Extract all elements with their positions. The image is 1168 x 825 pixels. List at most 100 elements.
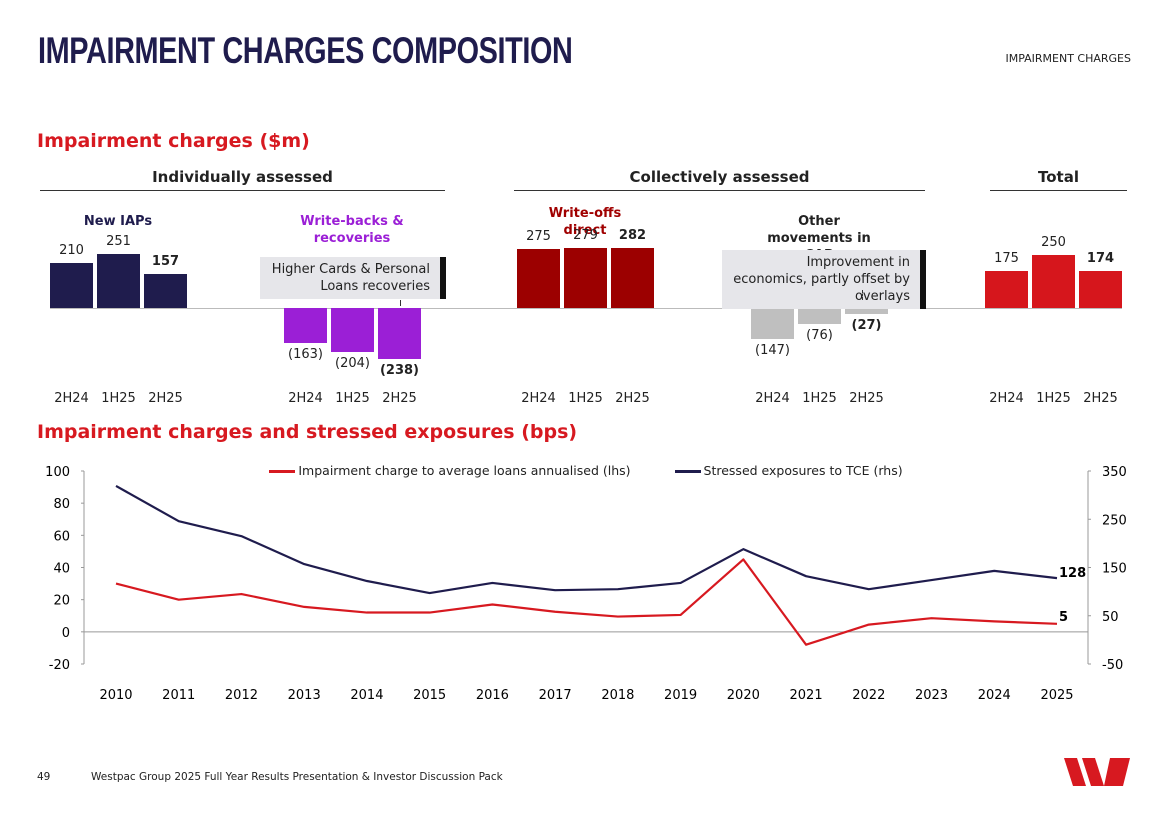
annotation: Higher Cards & Personal Loans recoveries (260, 257, 446, 299)
value-label: 251 (106, 234, 131, 250)
y2-tick-label: 50 (1102, 610, 1119, 625)
y2-tick-label: -50 (1102, 658, 1123, 673)
x-tick-label: 1H25 (802, 391, 837, 406)
x-tick-label: 2013 (288, 688, 321, 703)
footer-text: Westpac Group 2025 Full Year Results Pre… (91, 771, 503, 783)
bar (751, 308, 794, 340)
section-label: Collectively assessed (514, 168, 925, 191)
value-label: (147) (755, 343, 790, 359)
value-label: 175 (994, 250, 1019, 266)
x-tick-label: 2021 (790, 688, 823, 703)
y-tick-label: 60 (53, 529, 70, 544)
x-tick-label: 2019 (664, 688, 697, 703)
x-tick-label: 2020 (727, 688, 760, 703)
x-tick-label: 2014 (350, 688, 383, 703)
value-label: 279 (573, 228, 598, 244)
value-label: 282 (618, 227, 647, 243)
bar (517, 249, 560, 308)
y-tick-label: 0 (62, 626, 70, 641)
panel-title: Write-backs & recoveries (300, 214, 404, 246)
legend-swatch (269, 470, 296, 473)
x-tick-label: 2015 (413, 688, 446, 703)
x-tick-label: 2025 (1040, 688, 1073, 703)
legend-item: Impairment charge to average loans annua… (269, 463, 631, 478)
x-tick-label: 1H25 (335, 391, 370, 406)
x-tick-label: 2H25 (382, 391, 417, 406)
x-tick-label: 2H25 (1083, 391, 1118, 406)
x-tick-label: 2011 (162, 688, 195, 703)
bar (1032, 254, 1075, 308)
bar (50, 263, 93, 308)
bar (564, 248, 607, 308)
x-tick-label: 2H25 (148, 391, 183, 406)
baseline (50, 308, 1122, 309)
bar (331, 308, 374, 352)
value-label: (238) (379, 362, 420, 378)
y-tick-label: 40 (53, 562, 70, 577)
value-label: 250 (1041, 234, 1066, 250)
x-tick-label: 2022 (852, 688, 885, 703)
legend-label: Impairment charge to average loans annua… (298, 463, 631, 478)
end-label: 5 (1059, 610, 1068, 625)
x-tick-label: 2018 (601, 688, 634, 703)
x-tick-label: 1H25 (568, 391, 603, 406)
logo (1064, 758, 1130, 786)
slide-title: IMPAIRMENT CHARGES COMPOSITION (38, 30, 573, 71)
bar (798, 308, 841, 325)
x-tick-label: 1H25 (1036, 391, 1071, 406)
legend-label: Stressed exposures to TCE (rhs) (703, 463, 903, 478)
line-chart: -20 0 20 40 60 80 100 -50 50 150 250 350 2010 2011 201… (45, 465, 1127, 703)
chart-title: Impairment charges and stressed exposure… (37, 421, 578, 443)
value-label: (76) (806, 328, 833, 344)
value-label: (27) (851, 317, 882, 333)
bar (611, 247, 654, 308)
x-tick-label: 1H25 (101, 391, 136, 406)
bar (284, 308, 327, 343)
end-label: 128 (1059, 566, 1086, 581)
x-tick-label: 2024 (978, 688, 1011, 703)
bar (97, 254, 140, 308)
value-label: 275 (526, 229, 551, 245)
x-tick-label: 2H24 (288, 391, 323, 406)
value-label: (163) (288, 346, 323, 362)
x-tick-label: 2023 (915, 688, 948, 703)
y2-tick-label: 350 (1102, 465, 1127, 480)
legend: Impairment charge to average loans annua… (84, 463, 1088, 478)
section-tag: IMPAIRMENT CHARGES (1005, 52, 1131, 65)
connector (862, 290, 863, 300)
annotation: Improvement in economics, partly offset … (722, 250, 926, 309)
y2-tick-label: 150 (1102, 562, 1127, 577)
chart-title: Impairment charges ($m) (37, 130, 310, 152)
x-tick-label: 2H25 (615, 391, 650, 406)
y-tick-label: 80 (53, 497, 70, 512)
x-tick-label: 2016 (476, 688, 509, 703)
bar (144, 274, 187, 308)
x-tick-label: 2H24 (54, 391, 89, 406)
bar (378, 308, 421, 359)
bar (845, 308, 888, 314)
section-label: Total (990, 168, 1127, 191)
x-tick-label: 2010 (99, 688, 132, 703)
line (115, 558, 1058, 646)
x-tick-label: 2H24 (755, 391, 790, 406)
y2-tick-label: 250 (1102, 513, 1127, 528)
page-number: 49 (37, 771, 51, 783)
panel-title: New IAPs (83, 214, 153, 229)
x-tick-label: 2H25 (849, 391, 884, 406)
legend-swatch (674, 470, 701, 473)
legend-item: Stressed exposures to TCE (rhs) (674, 463, 903, 478)
y-tick-label: 100 (45, 465, 70, 480)
x-tick-label: 2H24 (521, 391, 556, 406)
line (115, 484, 1058, 595)
x-tick-label: 2017 (539, 688, 572, 703)
value-label: 210 (59, 243, 84, 259)
x-tick-label: 2H24 (989, 391, 1024, 406)
value-label: (204) (335, 355, 370, 371)
x-tick-label: 2012 (225, 688, 258, 703)
bar (985, 270, 1028, 308)
bar (1079, 270, 1122, 308)
value-label: 157 (151, 254, 180, 270)
section-label: Individually assessed (40, 168, 445, 191)
panel-title: Write-offs direct (548, 206, 622, 238)
